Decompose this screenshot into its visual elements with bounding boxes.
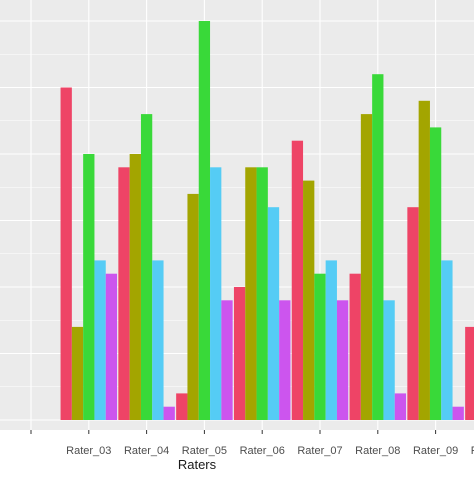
bar	[336, 300, 349, 420]
bar	[83, 154, 95, 420]
bar	[383, 300, 395, 420]
bar	[418, 100, 430, 421]
bar	[118, 167, 130, 420]
x-tick-label: Rater_04	[124, 445, 169, 457]
x-tick-label: Rater_06	[240, 445, 285, 457]
bar	[465, 326, 474, 420]
bar	[291, 140, 304, 420]
bar	[360, 114, 373, 420]
bar	[314, 273, 326, 420]
bar	[198, 21, 211, 420]
bar	[452, 406, 464, 420]
x-tick-label: Rater_03	[66, 445, 111, 457]
bar	[303, 180, 315, 420]
bar	[210, 167, 222, 420]
bar	[60, 87, 72, 420]
bar	[187, 193, 199, 420]
bar	[279, 300, 291, 420]
bar	[429, 127, 442, 421]
bar	[372, 74, 384, 420]
bar	[176, 393, 188, 420]
bar	[441, 260, 453, 420]
bar	[394, 393, 407, 420]
bar	[267, 207, 280, 420]
bar	[129, 154, 141, 420]
bar	[325, 260, 337, 420]
bar	[221, 300, 233, 420]
bar	[152, 260, 164, 420]
bars	[60, 21, 474, 421]
bar	[349, 273, 361, 420]
bar	[233, 287, 246, 420]
x-tick-label: Rater_05	[182, 445, 227, 457]
bar	[163, 406, 175, 420]
x-axis-ticks: Rater_03 Rater_04 Rater_05 Rater_06 Rater_07…	[30, 430, 474, 457]
bar	[407, 207, 419, 420]
bar	[71, 326, 84, 420]
x-tick-label: Rater_10	[471, 445, 474, 457]
x-tick-label: Rater_08	[355, 445, 400, 457]
x-axis-title: Raters	[178, 457, 217, 472]
bar	[140, 114, 153, 420]
x-tick-label: Rater_09	[413, 445, 458, 457]
bar	[245, 167, 257, 420]
x-tick-label: Rater_07	[297, 445, 342, 457]
bar	[105, 273, 118, 420]
bar	[94, 260, 106, 420]
bar	[256, 167, 268, 420]
